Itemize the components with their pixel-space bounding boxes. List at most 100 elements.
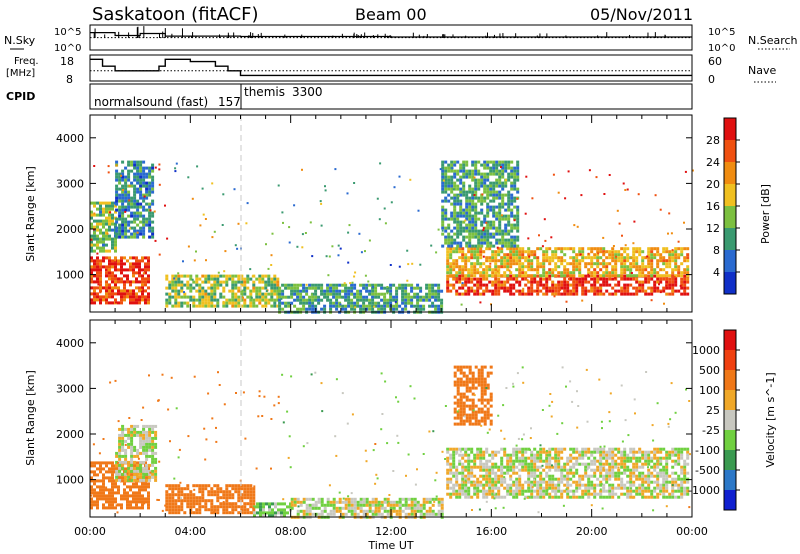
heatmap-cell [293, 497, 297, 501]
heatmap-cell [389, 292, 393, 296]
heatmap-cell [138, 488, 141, 492]
heatmap-cell [644, 256, 648, 260]
heatmap-cell [504, 229, 508, 233]
heatmap-cell [602, 450, 606, 454]
heatmap-cell [683, 247, 687, 251]
heatmap-cell [602, 453, 606, 457]
heatmap-cell [93, 289, 96, 293]
heatmap-cell [437, 286, 441, 290]
heatmap-cell [274, 502, 277, 506]
heatmap-cell [450, 178, 454, 182]
heatmap-cell [542, 277, 546, 281]
heatmap-cell [243, 280, 247, 284]
heatmap-cell [488, 280, 492, 284]
heatmap-cell [278, 304, 282, 308]
heatmap-cell [139, 211, 143, 215]
heatmap-cell [121, 211, 125, 215]
heatmap-cell [255, 304, 259, 308]
heatmap-cell [358, 232, 361, 235]
heatmap-cell [507, 244, 511, 248]
heatmap-cell [482, 474, 486, 478]
heatmap-cell [510, 169, 514, 173]
heatmap-cell [548, 289, 552, 293]
heatmap-cell [407, 283, 411, 287]
heatmap-cell [133, 433, 137, 437]
heatmap-cell [479, 247, 483, 251]
heatmap-cell [237, 496, 241, 500]
heatmap-cell [350, 503, 354, 507]
heatmap-cell [96, 271, 99, 275]
heatmap-cell [486, 160, 490, 164]
heatmap-cell [431, 503, 435, 507]
heatmap-cell [455, 250, 459, 254]
heatmap-cell [557, 486, 561, 490]
heatmap-cell [464, 280, 468, 284]
heatmap-cell [359, 298, 363, 302]
heatmap-cell [127, 478, 131, 482]
heatmap-cell [587, 289, 591, 293]
heatmap-cell [542, 268, 546, 272]
heatmap-cell [168, 280, 172, 284]
heatmap-cell [459, 163, 463, 167]
heatmap-cell [530, 468, 534, 472]
heatmap-cell [422, 295, 426, 299]
heatmap-cell [590, 247, 594, 251]
heatmap-cell [127, 466, 131, 470]
heatmap-cell [542, 286, 546, 290]
heatmap-cell [533, 453, 537, 457]
heatmap-cell [368, 500, 372, 504]
heatmap-cell [516, 160, 520, 164]
heatmap-cell [578, 477, 582, 481]
heatmap-cell [683, 221, 685, 224]
heatmap-cell [590, 486, 594, 490]
heatmap-cell [614, 274, 618, 278]
heatmap-cell [362, 307, 366, 311]
heatmap-cell [123, 467, 126, 471]
heatmap-cell [419, 307, 423, 311]
heatmap-cell [551, 489, 555, 493]
heatmap-cell [482, 489, 486, 493]
heatmap-cell [632, 262, 636, 266]
heatmap-cell [599, 462, 603, 466]
heatmap-cell [139, 433, 143, 437]
heatmap-cell [518, 259, 522, 263]
heatmap-cell [138, 497, 141, 501]
heatmap-cell [539, 274, 543, 278]
heatmap-cell [141, 280, 144, 284]
heatmap-cell [489, 262, 492, 265]
heatmap-cell [120, 268, 123, 272]
heatmap-cell [204, 499, 208, 503]
heatmap-cell [486, 166, 490, 170]
heatmap-cell [177, 508, 181, 512]
heatmap-cell [102, 476, 105, 480]
heatmap-cell [332, 292, 336, 296]
heatmap-cell [158, 253, 161, 256]
heatmap-cell [410, 509, 414, 513]
heatmap-cell [497, 268, 501, 272]
heatmap-cell [136, 231, 139, 234]
heatmap-cell [464, 465, 468, 469]
heatmap-cell [148, 172, 152, 176]
heatmap-cell [252, 487, 256, 491]
heatmap-cell [347, 289, 351, 293]
heatmap-cell [268, 508, 271, 512]
heatmap-cell [130, 169, 134, 173]
heatmap-cell [99, 491, 102, 495]
heatmap-cell [486, 223, 490, 227]
heatmap-cell [449, 480, 453, 484]
heatmap-cell [623, 274, 627, 278]
heatmap-cell [127, 463, 131, 467]
heatmap-cell [467, 247, 471, 251]
heatmap-cell [364, 250, 366, 253]
heatmap-cell [611, 471, 615, 475]
heatmap-cell [572, 247, 576, 251]
heatmap-cell [473, 459, 477, 463]
heatmap-cell [216, 283, 220, 287]
heatmap-cell [686, 274, 690, 278]
heatmap-cell [186, 487, 190, 491]
heatmap-cell [154, 166, 157, 169]
heatmap-cell [246, 202, 249, 205]
heatmap-cell [441, 229, 444, 232]
heatmap-cell [99, 219, 102, 223]
heatmap-cell [464, 219, 467, 222]
